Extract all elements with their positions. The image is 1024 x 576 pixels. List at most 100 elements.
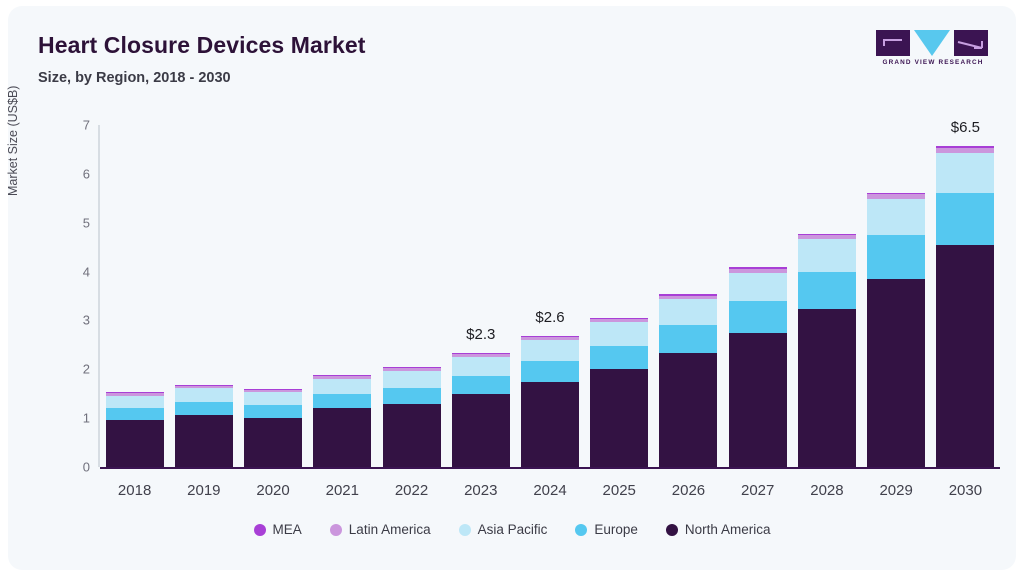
stacked-bar[interactable] <box>936 146 995 467</box>
legend-item-mea[interactable]: MEA <box>253 522 302 537</box>
bar-segment-latin-america[interactable] <box>244 389 303 393</box>
bar-segment-latin-america[interactable] <box>451 353 510 357</box>
stacked-bar[interactable] <box>659 294 718 467</box>
x-axis-line <box>100 467 1000 469</box>
bar-segment-europe[interactable] <box>313 394 372 409</box>
bar-segment-europe[interactable] <box>936 192 995 245</box>
stacked-bar[interactable] <box>105 392 164 467</box>
bar-group[interactable] <box>797 125 856 467</box>
bar-segment-mea[interactable] <box>590 317 649 320</box>
bar-segment-asia-pacific[interactable] <box>174 388 233 403</box>
bar-segment-north-america[interactable] <box>936 244 995 467</box>
bar-group[interactable] <box>590 125 649 467</box>
bar-segment-asia-pacific[interactable] <box>936 153 995 193</box>
bar-segment-europe[interactable] <box>797 271 856 309</box>
logo-right-box-icon <box>954 30 988 56</box>
bar-segment-europe[interactable] <box>659 325 718 353</box>
bar-segment-north-america[interactable] <box>382 403 441 467</box>
bar-group[interactable] <box>659 125 718 467</box>
bar-segment-asia-pacific[interactable] <box>244 392 303 406</box>
bar-segment-north-america[interactable] <box>313 408 372 467</box>
bar-segment-mea[interactable] <box>728 267 787 269</box>
legend-item-asia-pacific[interactable]: Asia Pacific <box>458 522 547 537</box>
bar-segment-europe[interactable] <box>174 402 233 415</box>
bar-group[interactable] <box>313 125 372 467</box>
stacked-bar[interactable] <box>728 267 787 467</box>
bar-segment-mea[interactable] <box>451 352 510 354</box>
bar-segment-asia-pacific[interactable] <box>313 378 372 395</box>
bar-segment-latin-america[interactable] <box>728 268 787 273</box>
bar-segment-europe[interactable] <box>521 361 579 382</box>
bar-segment-north-america[interactable] <box>105 420 164 467</box>
bar-segment-asia-pacific[interactable] <box>105 395 164 409</box>
stacked-bar[interactable] <box>244 388 303 467</box>
stacked-bar[interactable] <box>174 384 233 467</box>
bar-segment-europe[interactable] <box>105 408 164 421</box>
legend-item-north-america[interactable]: North America <box>665 522 770 537</box>
bar-segment-latin-america[interactable] <box>174 385 233 389</box>
bar-segment-asia-pacific[interactable] <box>451 356 510 376</box>
bar-segment-mea[interactable] <box>797 233 856 235</box>
bar-segment-mea[interactable] <box>382 367 441 369</box>
bar-segment-north-america[interactable] <box>451 393 510 467</box>
bar-group[interactable]: $2.3 <box>451 125 510 467</box>
bar-segment-mea[interactable] <box>313 374 372 376</box>
bar-segment-europe[interactable] <box>728 301 787 334</box>
bar-segment-latin-america[interactable] <box>105 393 164 396</box>
stacked-bar[interactable] <box>797 233 856 467</box>
bar-segment-latin-america[interactable] <box>797 234 856 240</box>
bar-segment-north-america[interactable] <box>174 414 233 467</box>
bar-segment-north-america[interactable] <box>659 352 718 467</box>
stacked-bar[interactable] <box>451 352 510 467</box>
bar-segment-mea[interactable] <box>659 294 718 296</box>
stacked-bar[interactable] <box>313 374 372 467</box>
bar-segment-europe[interactable] <box>451 375 510 394</box>
bar-segment-latin-america[interactable] <box>382 368 441 372</box>
bar-group[interactable]: $6.5 <box>936 119 995 467</box>
bar-segment-asia-pacific[interactable] <box>590 322 649 346</box>
stacked-bar[interactable] <box>382 367 441 467</box>
bar-group[interactable]: $2.6 <box>521 125 579 467</box>
bar-segment-north-america[interactable] <box>590 369 649 467</box>
bar-segment-north-america[interactable] <box>867 278 926 467</box>
bar-segment-mea[interactable] <box>105 392 164 394</box>
legend-item-latin-america[interactable]: Latin America <box>329 522 431 537</box>
bar-segment-latin-america[interactable] <box>659 295 718 300</box>
bar-group[interactable] <box>244 125 303 467</box>
bar-segment-asia-pacific[interactable] <box>659 299 718 326</box>
bar-segment-asia-pacific[interactable] <box>867 199 926 235</box>
bar-segment-north-america[interactable] <box>521 382 579 467</box>
bar-segment-asia-pacific[interactable] <box>521 340 579 362</box>
bar-segment-europe[interactable] <box>244 405 303 418</box>
bar-group[interactable] <box>728 125 787 467</box>
bar-segment-latin-america[interactable] <box>521 337 579 341</box>
bar-group[interactable] <box>174 125 233 467</box>
bar-segment-mea[interactable] <box>936 146 995 148</box>
bar-segment-europe[interactable] <box>382 388 441 404</box>
bar-segment-asia-pacific[interactable] <box>728 272 787 302</box>
stacked-bar[interactable] <box>590 317 649 467</box>
stacked-bar[interactable] <box>521 336 579 467</box>
bar-segment-asia-pacific[interactable] <box>382 371 441 389</box>
bar-segment-mea[interactable] <box>244 388 303 390</box>
bar-segment-latin-america[interactable] <box>313 375 372 379</box>
bar-group[interactable] <box>382 125 441 467</box>
bar-group[interactable] <box>105 125 164 467</box>
bar-segment-latin-america[interactable] <box>867 194 926 200</box>
bar-segment-north-america[interactable] <box>728 333 787 467</box>
bar-segment-latin-america[interactable] <box>936 148 995 154</box>
bar-segment-europe[interactable] <box>867 234 926 279</box>
bar-segment-north-america[interactable] <box>244 417 303 467</box>
bar-segment-mea[interactable] <box>867 192 926 195</box>
y-axis-tick-label: 3 <box>82 312 90 328</box>
stacked-bar[interactable] <box>867 192 926 467</box>
bar-group[interactable] <box>867 125 926 467</box>
legend-item-europe[interactable]: Europe <box>575 522 638 537</box>
bar-segment-europe[interactable] <box>590 345 649 370</box>
bar-segment-asia-pacific[interactable] <box>797 239 856 272</box>
bar-segment-north-america[interactable] <box>797 308 856 467</box>
bar-segment-mea[interactable] <box>174 384 233 386</box>
bar-segment-mea[interactable] <box>521 336 579 338</box>
logo-right-glyph-icon <box>957 41 983 49</box>
bar-segment-latin-america[interactable] <box>590 319 649 323</box>
